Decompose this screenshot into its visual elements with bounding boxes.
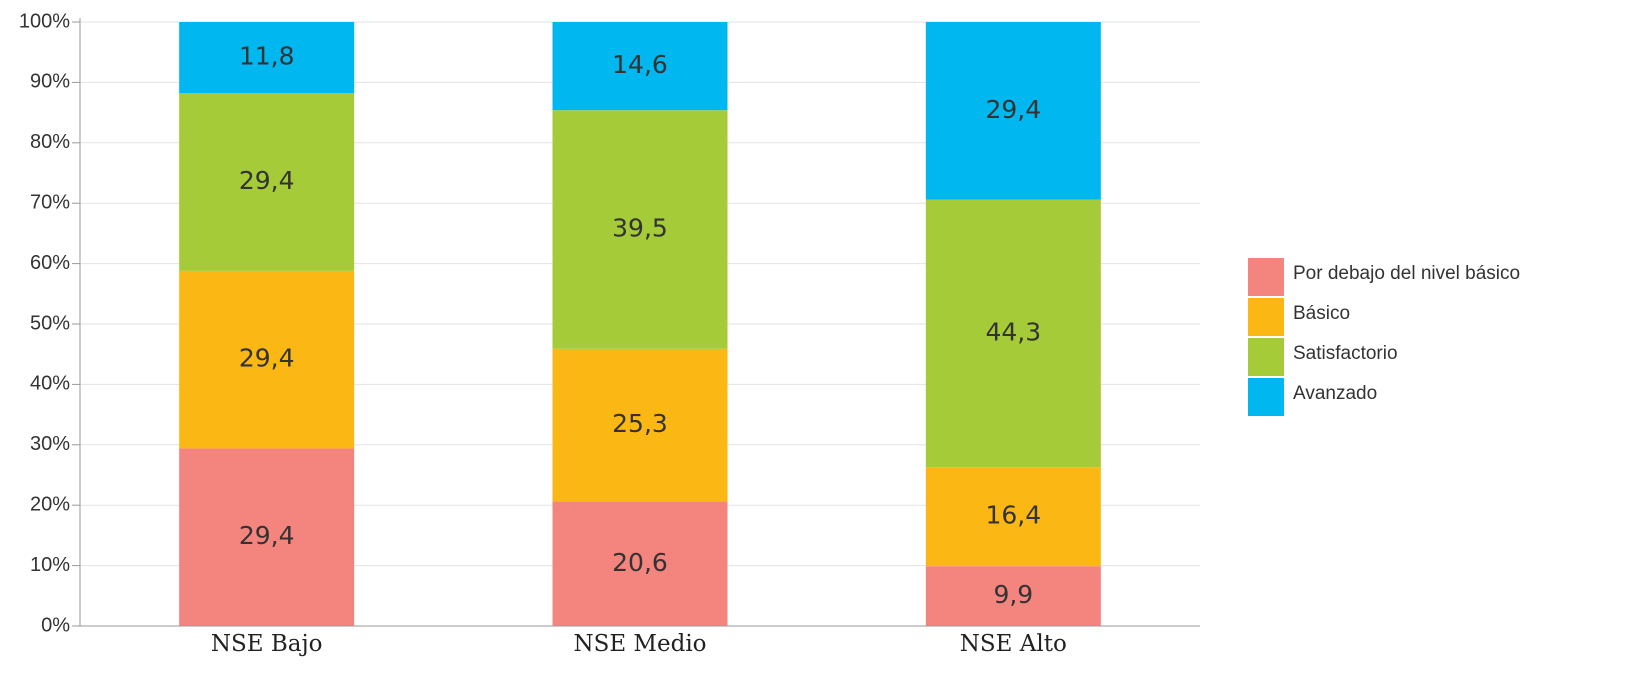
value-label: 29,4 [239,344,295,373]
y-tick-label: 90% [30,71,70,93]
x-tick-label: NSE Bajo [211,631,323,657]
value-label: 39,5 [612,213,668,242]
legend-swatch [1248,378,1284,416]
legend-label: Avanzado [1293,383,1377,404]
legend-label: Satisfactorio [1293,343,1398,364]
bar-segment [552,110,728,349]
y-tick-label: 100% [19,10,70,32]
value-label: 29,4 [239,166,295,195]
bar-segment [925,467,1101,567]
bar-segment [552,348,728,502]
y-tick-label: 20% [30,493,70,515]
legend-swatch [1248,258,1284,296]
legend-swatch [1248,338,1284,376]
value-label: 29,4 [985,95,1041,124]
value-label: 29,4 [239,521,295,550]
value-label: 14,6 [612,50,668,79]
y-tick-label: 30% [30,433,70,455]
legend-label: Por debajo del nivel básico [1293,263,1520,284]
bar-segment [179,448,355,626]
value-label: 16,4 [985,501,1041,530]
bar-segment [552,22,728,111]
x-tick-label: NSE Alto [960,631,1067,657]
y-tick-label: 40% [30,373,70,395]
y-tick-label: 70% [30,191,70,213]
legend-label: Básico [1293,303,1350,324]
bar-segment [552,501,728,626]
bar-segment [925,199,1101,468]
value-label: 20,6 [612,548,668,577]
bar-segment [925,566,1101,626]
x-tick-label: NSE Medio [573,631,706,657]
bar-segment [925,22,1101,200]
y-tick-label: 10% [30,554,70,576]
value-label: 44,3 [985,317,1041,346]
legend-swatch [1248,298,1284,336]
bar-segment [179,22,355,94]
bar-segment [179,93,355,271]
bar-segment [179,270,355,449]
value-label: 9,9 [993,580,1033,609]
y-tick-label: 60% [30,252,70,274]
y-tick-label: 50% [30,312,70,334]
value-label: 11,8 [239,42,295,71]
value-label: 25,3 [612,409,668,438]
y-tick-label: 80% [30,131,70,153]
y-tick-label: 0% [41,614,70,636]
